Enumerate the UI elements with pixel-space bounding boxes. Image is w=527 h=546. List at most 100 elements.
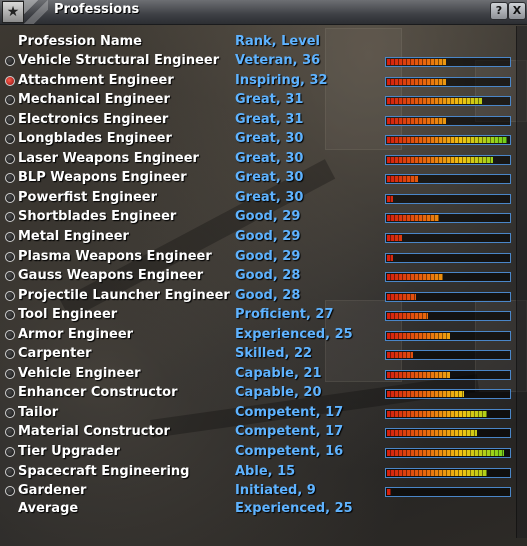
profession-row[interactable]: Longblades Engineer Great, 30: [0, 130, 520, 149]
profession-radio-button[interactable]: [5, 56, 15, 66]
title-bar[interactable]: ★ Professions ? X: [0, 0, 527, 25]
profession-radio-button[interactable]: [5, 76, 15, 86]
profession-rank-level: Skilled, 22: [235, 346, 313, 361]
profession-rank-level: Great, 30: [235, 131, 304, 146]
progress-bar-fill: [387, 430, 477, 436]
profession-row[interactable]: Metal Engineer Good, 29: [0, 228, 520, 247]
profession-radio-button[interactable]: [5, 330, 15, 340]
header-row: Profession Name Rank, Level: [0, 33, 520, 52]
progress-bar-fill: [387, 255, 393, 261]
profession-row[interactable]: Tool Engineer Proficient, 27: [0, 306, 520, 325]
progress-bar-fill: [387, 411, 487, 417]
profession-name: Carpenter: [18, 346, 92, 361]
profession-progress-bar: [385, 77, 511, 87]
profession-name: Projectile Launcher Engineer: [18, 288, 230, 303]
profession-radio-button[interactable]: [5, 427, 15, 437]
profession-progress-bar: [385, 96, 511, 106]
profession-row[interactable]: Carpenter Skilled, 22: [0, 345, 520, 364]
average-rank: Experienced, 25: [235, 501, 353, 516]
profession-progress-bar: [385, 116, 511, 126]
profession-row[interactable]: Mechanical Engineer Great, 31: [0, 91, 520, 110]
profession-radio-button[interactable]: [5, 310, 15, 320]
profession-row[interactable]: Attachment Engineer Inspiring, 32: [0, 72, 520, 91]
profession-row[interactable]: Gardener Initiated, 9: [0, 482, 520, 501]
profession-row[interactable]: Material Constructor Competent, 17: [0, 423, 520, 442]
average-label: Average: [18, 501, 79, 516]
profession-radio-button[interactable]: [5, 193, 15, 203]
profession-progress-bar: [385, 253, 511, 263]
profession-row[interactable]: Electronics Engineer Great, 31: [0, 111, 520, 130]
profession-progress-bar: [385, 135, 511, 145]
profession-row[interactable]: BLP Weapons Engineer Great, 30: [0, 169, 520, 188]
progress-bar-fill: [387, 274, 443, 280]
progress-bar-fill: [387, 196, 393, 202]
scrollbar[interactable]: [516, 26, 527, 538]
profession-rank-level: Good, 29: [235, 249, 301, 264]
profession-radio-button[interactable]: [5, 369, 15, 379]
profession-radio-button[interactable]: [5, 154, 15, 164]
profession-row[interactable]: Tailor Competent, 17: [0, 404, 520, 423]
profession-row[interactable]: Tier Upgrader Competent, 16: [0, 443, 520, 462]
profession-radio-button[interactable]: [5, 134, 15, 144]
profession-name: Plasma Weapons Engineer: [18, 249, 212, 264]
profession-radio-button[interactable]: [5, 467, 15, 477]
help-button[interactable]: ?: [490, 2, 508, 20]
profession-name: Armor Engineer: [18, 327, 134, 342]
profession-radio-button[interactable]: [5, 291, 15, 301]
profession-radio-button[interactable]: [5, 388, 15, 398]
profession-row[interactable]: Plasma Weapons Engineer Good, 29: [0, 248, 520, 267]
profession-rank-level: Veteran, 36: [235, 53, 321, 68]
profession-name: Shortblades Engineer: [18, 209, 177, 224]
profession-name: Tier Upgrader: [18, 444, 120, 459]
profession-row[interactable]: Vehicle Engineer Capable, 21: [0, 365, 520, 384]
progress-bar-fill: [387, 450, 504, 456]
profession-name: Enhancer Constructor: [18, 385, 178, 400]
profession-row[interactable]: Laser Weapons Engineer Great, 30: [0, 150, 520, 169]
profession-progress-bar: [385, 428, 511, 438]
profession-radio-button[interactable]: [5, 115, 15, 125]
profession-row[interactable]: Powerfist Engineer Great, 30: [0, 189, 520, 208]
profession-row[interactable]: Armor Engineer Experienced, 25: [0, 326, 520, 345]
profession-progress-bar: [385, 311, 511, 321]
average-row: Average Experienced, 25: [0, 500, 520, 519]
profession-progress-bar: [385, 448, 511, 458]
profession-row[interactable]: Spacecraft Engineering Able, 15: [0, 463, 520, 482]
profession-radio-button[interactable]: [5, 95, 15, 105]
profession-radio-button[interactable]: [5, 486, 15, 496]
profession-row[interactable]: Enhancer Constructor Capable, 20: [0, 384, 520, 403]
profession-progress-bar: [385, 292, 511, 302]
profession-radio-button[interactable]: [5, 232, 15, 242]
profession-radio-button[interactable]: [5, 252, 15, 262]
profession-name: BLP Weapons Engineer: [18, 170, 187, 185]
progress-bar-fill: [387, 59, 446, 65]
profession-progress-bar: [385, 194, 511, 204]
profession-progress-bar: [385, 233, 511, 243]
profession-rank-level: Great, 30: [235, 170, 304, 185]
profession-rank-level: Experienced, 25: [235, 327, 353, 342]
profession-radio-button[interactable]: [5, 408, 15, 418]
profession-progress-bar: [385, 350, 511, 360]
close-button[interactable]: X: [508, 2, 526, 20]
profession-radio-button[interactable]: [5, 212, 15, 222]
profession-row[interactable]: Vehicle Structural Engineer Veteran, 36: [0, 52, 520, 71]
profession-row[interactable]: Shortblades Engineer Good, 29: [0, 208, 520, 227]
profession-row[interactable]: Projectile Launcher Engineer Good, 28: [0, 287, 520, 306]
profession-radio-button[interactable]: [5, 447, 15, 457]
profession-radio-button[interactable]: [5, 271, 15, 281]
profession-name: Spacecraft Engineering: [18, 464, 190, 479]
progress-bar-fill: [387, 470, 487, 476]
profession-row[interactable]: Gauss Weapons Engineer Good, 28: [0, 267, 520, 286]
profession-name: Laser Weapons Engineer: [18, 151, 199, 166]
profession-progress-bar: [385, 213, 511, 223]
profession-rank-level: Great, 31: [235, 112, 304, 127]
progress-bar-fill: [387, 137, 507, 143]
progress-bar-fill: [387, 372, 450, 378]
profession-name: Metal Engineer: [18, 229, 129, 244]
profession-name: Gauss Weapons Engineer: [18, 268, 204, 283]
profession-progress-bar: [385, 389, 511, 399]
profession-progress-bar: [385, 331, 511, 341]
progress-bar-fill: [387, 215, 439, 221]
profession-radio-button[interactable]: [5, 173, 15, 183]
profession-rank-level: Good, 29: [235, 209, 301, 224]
profession-radio-button[interactable]: [5, 349, 15, 359]
